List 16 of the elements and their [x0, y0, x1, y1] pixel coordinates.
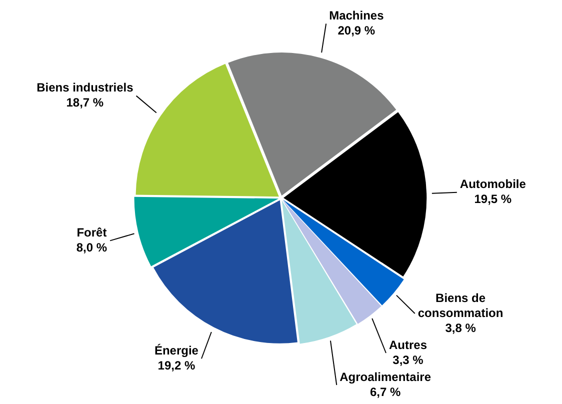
data-label: 3,8 %: [445, 320, 476, 335]
slice-label: Agroalimentaire: [340, 370, 432, 384]
data-label: 3,3 %: [392, 352, 424, 367]
slice-label: Automobile: [460, 177, 526, 192]
slice-label: Machines: [329, 8, 384, 22]
slice-label: Biens industriels: [36, 80, 134, 95]
slice-label: Énergie: [154, 343, 199, 358]
data-label: 19,5 %: [474, 192, 512, 206]
slice-label: Biens de consommation: [418, 290, 504, 320]
slice-label: Autres: [388, 338, 428, 352]
slice-label: Forêt: [76, 225, 107, 240]
data-label: 19,2 %: [158, 358, 196, 372]
data-label: 20,9 %: [338, 23, 376, 38]
data-label: 8,0 %: [76, 240, 108, 254]
data-label: 6,7 %: [370, 384, 401, 399]
data-label: 18,7 %: [66, 96, 104, 110]
